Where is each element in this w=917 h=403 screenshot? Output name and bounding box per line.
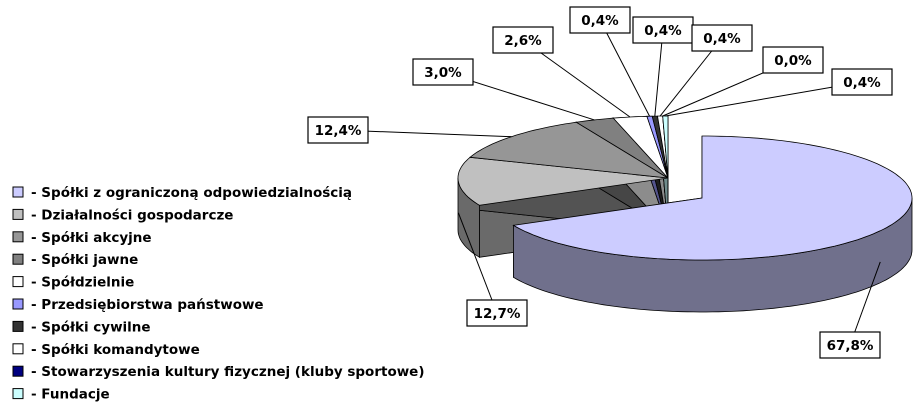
legend-label: - Spółki jawne [31,252,138,268]
label-box [632,16,694,44]
label-box [831,68,893,96]
leader-line [849,261,881,346]
legend-label: - Przedsiębiorstwa państwowe [31,297,264,313]
data-label: 0,4% [581,13,619,29]
legend-swatch [12,276,24,288]
data-label: 0,0% [774,53,812,69]
label-box [412,58,474,86]
label-box [307,116,369,144]
leader-line [665,81,863,117]
legend-label: - Spółki cywilne [31,319,151,335]
data-label: 0,4% [703,31,741,47]
legend-swatch [12,320,24,332]
legend-swatch [12,231,24,243]
legend-swatch [12,253,24,265]
legend-label: - Spółki komandytowe [31,342,200,358]
legend-label: - Spółdzielnie [31,275,134,291]
data-label: 67,8% [827,338,874,354]
label-box [762,46,824,74]
legend-swatch [12,365,24,377]
data-label: 0,4% [843,75,881,91]
leader-line [599,19,651,117]
legend-label: - Stowarzyszenia kultury fizycznej (klub… [31,364,425,380]
legend-label: - Działalności gospodarcze [31,207,233,223]
legend-label: - Spółki akcyjne [31,230,152,246]
label-box [819,331,881,359]
legend-swatch [12,298,24,310]
legend-label: - Spółki z ograniczoną odpowiedzialności… [31,185,352,201]
data-label: 3,0% [424,65,462,81]
legend-swatch [12,343,24,355]
legend-swatch [12,208,24,220]
label-box [691,24,753,52]
data-label: 0,4% [644,23,682,39]
data-label: 2,6% [504,33,542,49]
slice [512,135,913,261]
label-box [466,299,528,327]
legend-swatch [12,186,24,198]
slice [469,121,669,179]
label-box [492,26,554,54]
legend-label: - Fundacje [31,387,110,403]
data-label: 12,7% [474,306,521,322]
label-box [569,6,631,34]
legend-swatch [12,388,24,400]
leader-line [457,212,498,314]
leader-line [654,29,664,117]
slice [457,156,669,206]
data-label: 12,4% [315,123,362,139]
